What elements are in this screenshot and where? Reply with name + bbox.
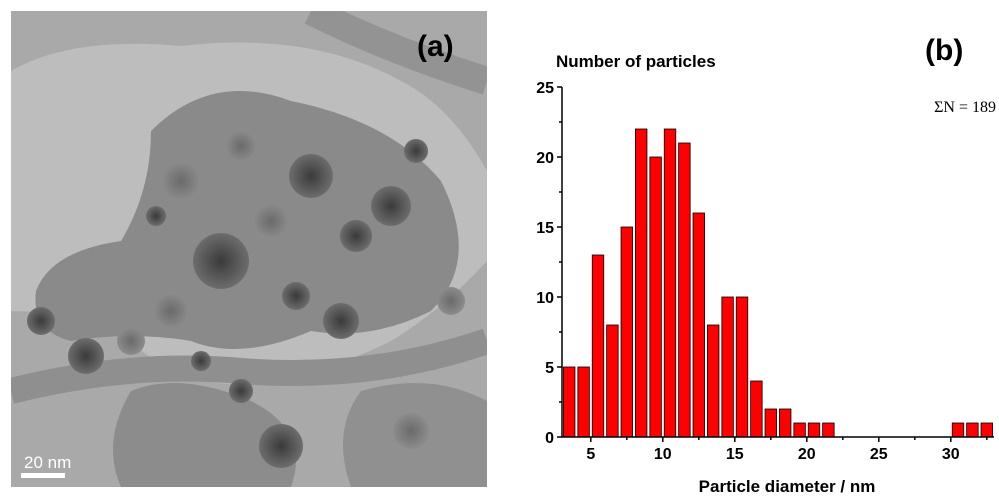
histogram-bar: [721, 296, 734, 438]
panel-b-label: (b): [925, 34, 963, 67]
x-tick-label: 25: [870, 446, 888, 463]
histogram-bar: [793, 422, 806, 438]
y-tick-label: 0: [545, 430, 554, 447]
histogram-bar: [663, 128, 677, 438]
histogram-bar: [563, 366, 576, 438]
x-tick-label: 15: [726, 446, 744, 463]
histogram-bar: [980, 422, 993, 438]
histogram-bar: [591, 254, 605, 438]
histogram-bar: [779, 408, 792, 438]
y-tick-label: 25: [536, 80, 554, 97]
x-tick-label: 5: [586, 446, 595, 463]
histogram-bar: [606, 324, 619, 438]
tem-agglomerate: [113, 383, 296, 487]
bar-group: [563, 128, 993, 438]
histogram-bar: [807, 422, 821, 438]
histogram-bar: [577, 366, 590, 438]
y-tick-label: 5: [545, 360, 554, 377]
axes-group: 0 5 10 15 20 25 5 10 15 20 25 30: [536, 80, 994, 463]
histogram-bar: [692, 212, 705, 438]
histogram-chart: 0 5 10 15 20 25 5 10 15 20 25 30 (b) Number of part…: [536, 34, 996, 496]
scale-bar: [21, 473, 65, 478]
histogram-bar: [966, 422, 979, 438]
x-tick-label: 20: [798, 446, 816, 463]
histogram-bar: [822, 422, 835, 438]
tem-particles: [27, 130, 465, 468]
scale-bar-label: 20 nm: [24, 453, 71, 472]
histogram-bar: [764, 408, 777, 438]
y-axis-title: Number of particles: [556, 52, 716, 71]
tem-micrograph: (a) 20 nm: [11, 11, 487, 487]
histogram-bar: [635, 128, 648, 438]
histogram-bar: [649, 156, 662, 438]
histogram-bar: [620, 226, 633, 438]
histogram-bar: [707, 324, 720, 438]
x-axis-title: Particle diameter / nm: [699, 477, 876, 496]
y-tick-label: 10: [536, 290, 554, 307]
y-tick-label: 20: [536, 150, 554, 167]
histogram-bar: [750, 380, 763, 438]
histogram-bar: [951, 422, 965, 438]
tem-agglomerate: [35, 91, 459, 349]
histogram-bar: [735, 296, 749, 438]
tem-carbon-strand: [304, 11, 487, 95]
y-tick-label: 15: [536, 220, 554, 237]
histogram-bar: [678, 142, 691, 438]
total-count-annotation: ΣN = 189: [934, 99, 996, 116]
x-tick-label: 10: [654, 446, 672, 463]
panel-a-label: (a): [417, 30, 454, 63]
x-tick-label: 30: [942, 446, 960, 463]
tem-carbon-strand: [11, 328, 487, 404]
